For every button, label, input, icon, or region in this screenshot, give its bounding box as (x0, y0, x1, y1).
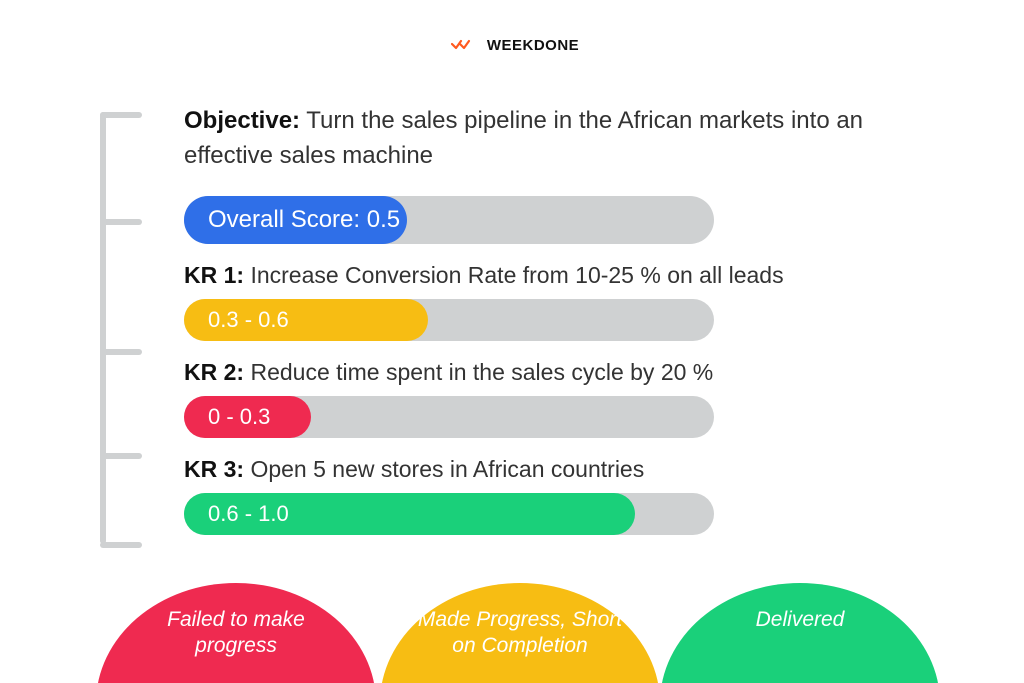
kr-text: Reduce time spent in the sales cycle by … (250, 359, 713, 385)
kr-bar: 0.3 - 0.6 (184, 299, 714, 341)
kr-range-label: 0 - 0.3 (208, 404, 270, 430)
tree-branch (100, 453, 142, 459)
legend-arch: Failed to make progress (96, 583, 376, 683)
tree-vline (100, 112, 106, 544)
kr-title: KR 3: Open 5 new stores in African count… (184, 456, 904, 483)
objective-block: Objective: Turn the sales pipeline in th… (184, 104, 904, 553)
kr-bar-fill: 0.3 - 0.6 (184, 299, 428, 341)
kr-title: KR 2: Reduce time spent in the sales cyc… (184, 359, 904, 386)
brand-logo: WEEKDONE (0, 28, 1024, 62)
kr-text: Increase Conversion Rate from 10-25 % on… (250, 262, 783, 288)
tree-branch (100, 349, 142, 355)
overall-score-bar: Overall Score: 0.5 (184, 196, 714, 244)
okr-infographic: WEEKDONE Objective: Turn the sales pipel… (0, 0, 1024, 683)
objective-label: Objective: (184, 107, 300, 134)
objective-title: Objective: Turn the sales pipeline in th… (184, 104, 904, 174)
legend-arch: Delivered (660, 583, 940, 683)
kr-bar: 0.6 - 1.0 (184, 493, 714, 535)
legend: Failed to make progress Made Progress, Sh… (0, 583, 1024, 683)
logo-text: WEEKDONE (487, 37, 579, 54)
kr-text: Open 5 new stores in African countries (250, 456, 644, 482)
tree-branch (100, 112, 142, 118)
legend-arch: Made Progress, Short on Completion (380, 583, 660, 683)
tree-branch (100, 542, 142, 548)
kr-bar-fill: 0 - 0.3 (184, 396, 311, 438)
kr-title: KR 1: Increase Conversion Rate from 10-2… (184, 262, 904, 289)
kr-label: KR 3: (184, 456, 250, 482)
legend-label: Failed to make progress (124, 607, 348, 660)
kr-bar: 0 - 0.3 (184, 396, 714, 438)
legend-label: Made Progress, Short on Completion (408, 607, 632, 660)
kr-range-label: 0.6 - 1.0 (208, 501, 289, 527)
legend-label: Delivered (688, 607, 912, 633)
overall-score-fill: Overall Score: 0.5 (184, 196, 407, 244)
kr-label: KR 2: (184, 359, 250, 385)
kr-range-label: 0.3 - 0.6 (208, 307, 289, 333)
logo-mark (445, 29, 477, 61)
tree-branch (100, 219, 142, 225)
overall-score-label: Overall Score: 0.5 (208, 206, 400, 234)
double-check-icon (451, 39, 471, 51)
kr-bar-fill: 0.6 - 1.0 (184, 493, 635, 535)
kr-label: KR 1: (184, 262, 250, 288)
